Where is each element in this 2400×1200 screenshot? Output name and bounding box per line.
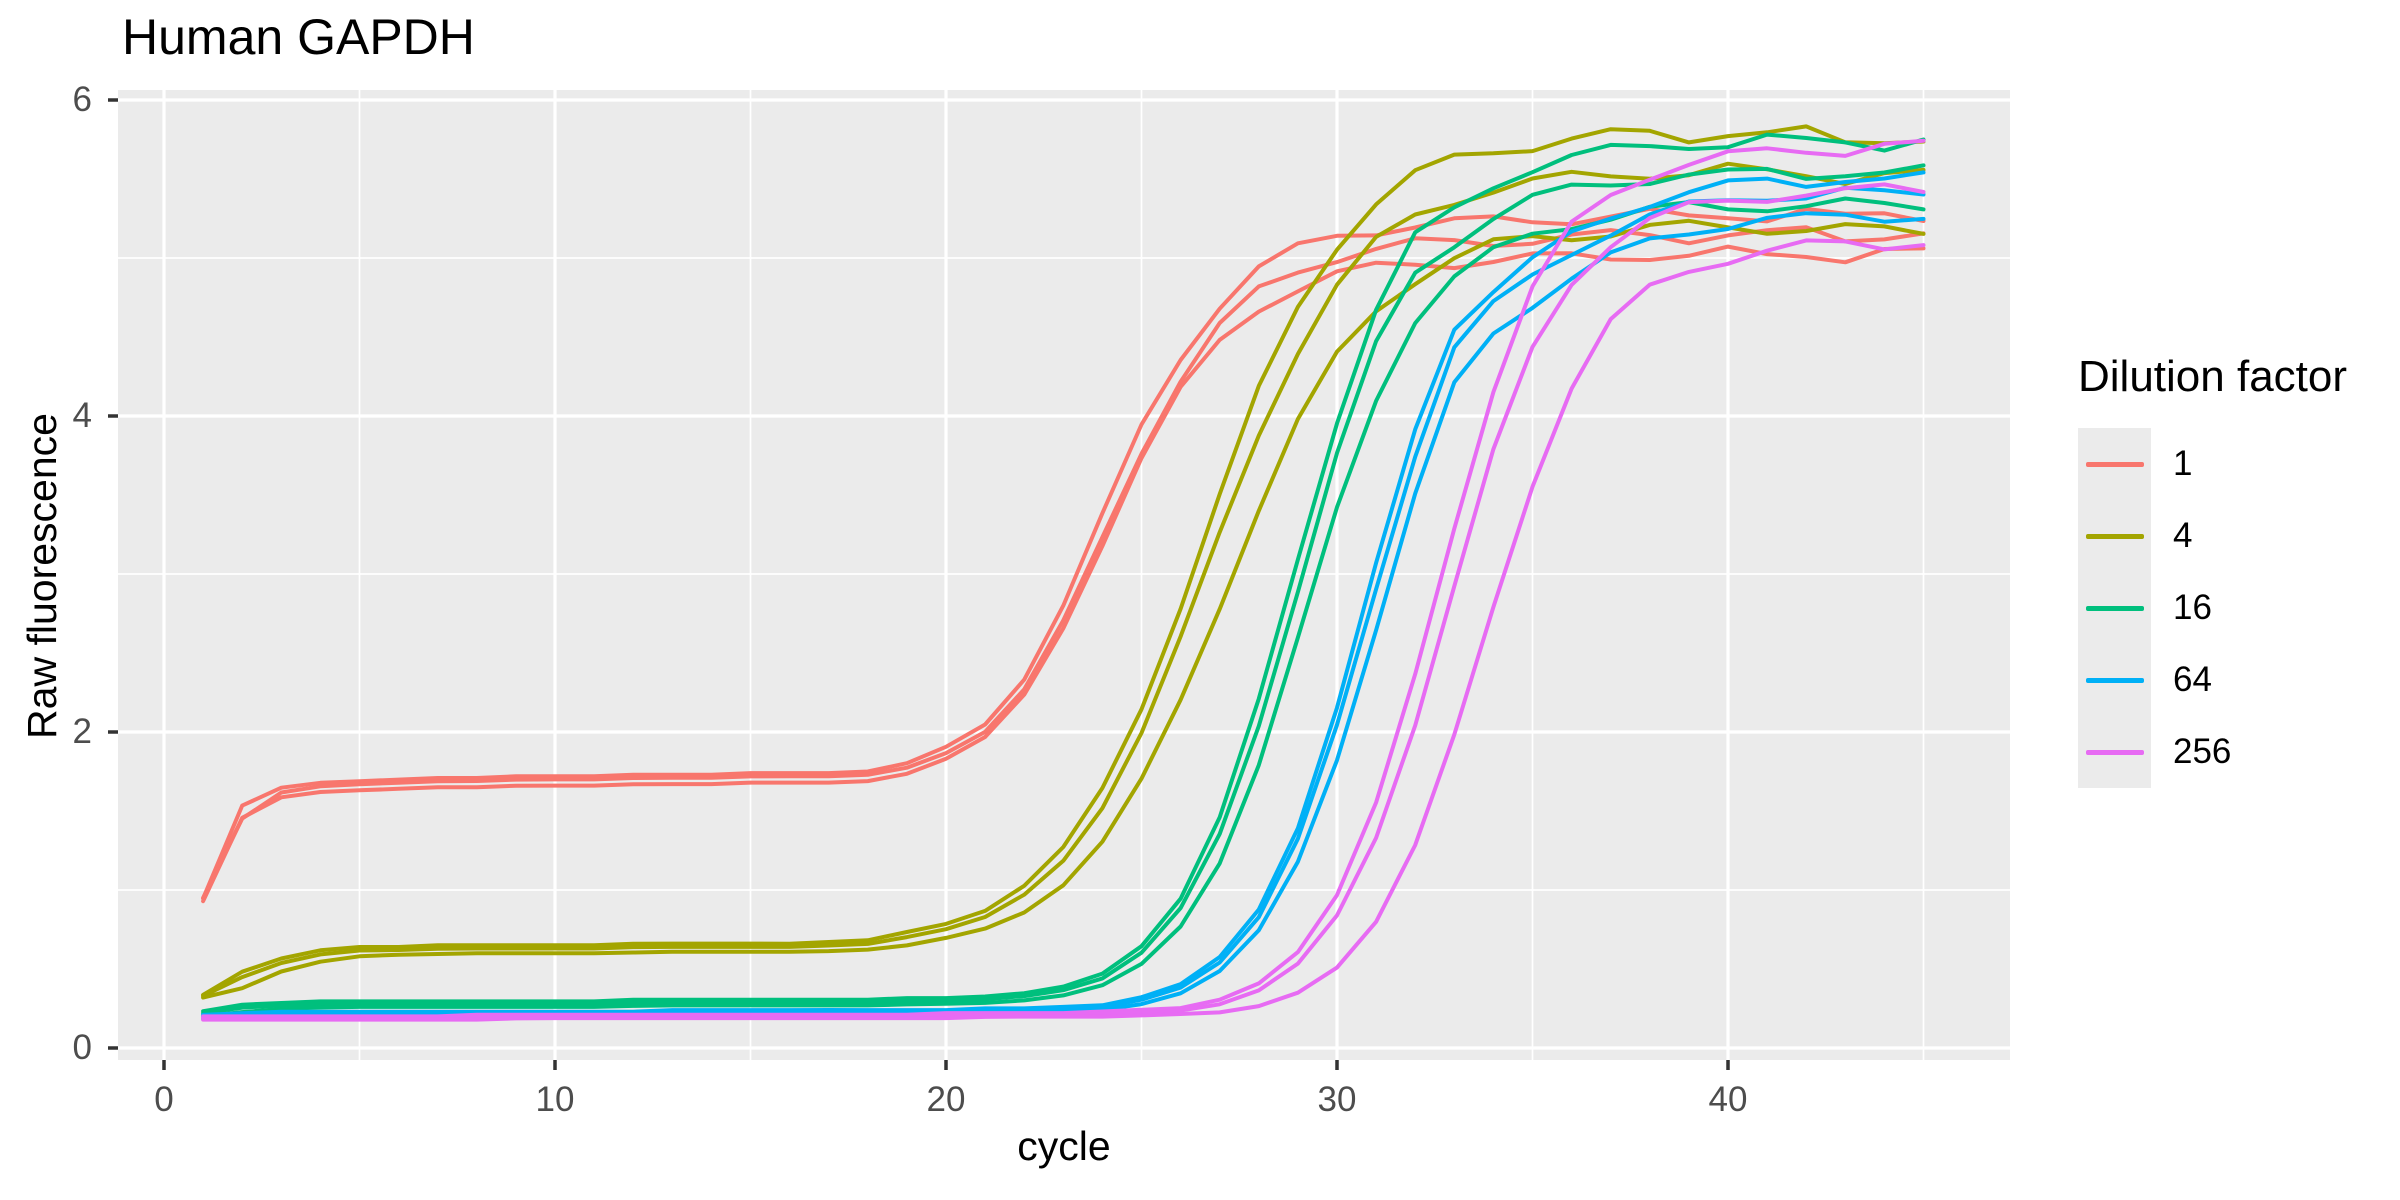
x-tick-label-0: 0 <box>154 1080 174 1119</box>
series-4-replicate-2-line <box>201 161 1926 998</box>
y-tick-label-4: 4 <box>72 396 92 435</box>
legend-key <box>2078 572 2151 644</box>
x-tick-label-10: 10 <box>535 1080 575 1119</box>
legend-entry: 64 <box>2078 644 2347 716</box>
series-16-replicate-1-line <box>201 132 1926 1014</box>
legend-key <box>2078 500 2151 572</box>
legend-key <box>2078 644 2151 716</box>
x-tick-label-40: 40 <box>1708 1080 1748 1119</box>
series-4-replicate-1-line <box>201 124 1926 997</box>
x-axis-title: cycle <box>1017 1123 1111 1169</box>
series-1-replicate-2-line <box>201 225 1926 900</box>
legend-line-icon <box>2085 461 2144 467</box>
y-tick-label-2: 2 <box>72 712 92 751</box>
legend-key <box>2078 428 2151 500</box>
legend-line-icon <box>2085 533 2144 539</box>
legend-entry-label: 4 <box>2173 516 2193 555</box>
legend-line-icon <box>2085 605 2144 611</box>
x-tick-label-30: 30 <box>1317 1080 1357 1119</box>
legend-entry-label: 16 <box>2173 588 2212 627</box>
series-1-replicate-3-line <box>201 244 1926 904</box>
legend-entry: 256 <box>2078 716 2347 788</box>
legend-line-icon <box>2085 677 2144 683</box>
x-tick-label-20: 20 <box>926 1080 966 1119</box>
legend-entry-label: 256 <box>2173 732 2232 771</box>
y-tick-label-6: 6 <box>72 80 92 119</box>
legend-entries: 1 4 16 64 256 <box>2078 428 2347 788</box>
legend-entry-label: 1 <box>2173 444 2193 483</box>
legend-entry: 16 <box>2078 572 2347 644</box>
legend-entry-label: 64 <box>2173 660 2212 699</box>
chart-title: Human GAPDH <box>122 9 475 65</box>
legend-key <box>2078 716 2151 788</box>
legend-title: Dilution factor <box>2078 352 2348 401</box>
legend: Dilution factor 1 4 16 64 256 <box>2078 352 2347 788</box>
legend-line-icon <box>2085 749 2144 755</box>
series-256-replicate-3-line <box>201 238 1926 1022</box>
legend-entry: 1 <box>2078 428 2347 500</box>
y-tick-label-0: 0 <box>72 1028 92 1067</box>
plot-panel <box>118 90 2010 1060</box>
legend-entry: 4 <box>2078 500 2347 572</box>
